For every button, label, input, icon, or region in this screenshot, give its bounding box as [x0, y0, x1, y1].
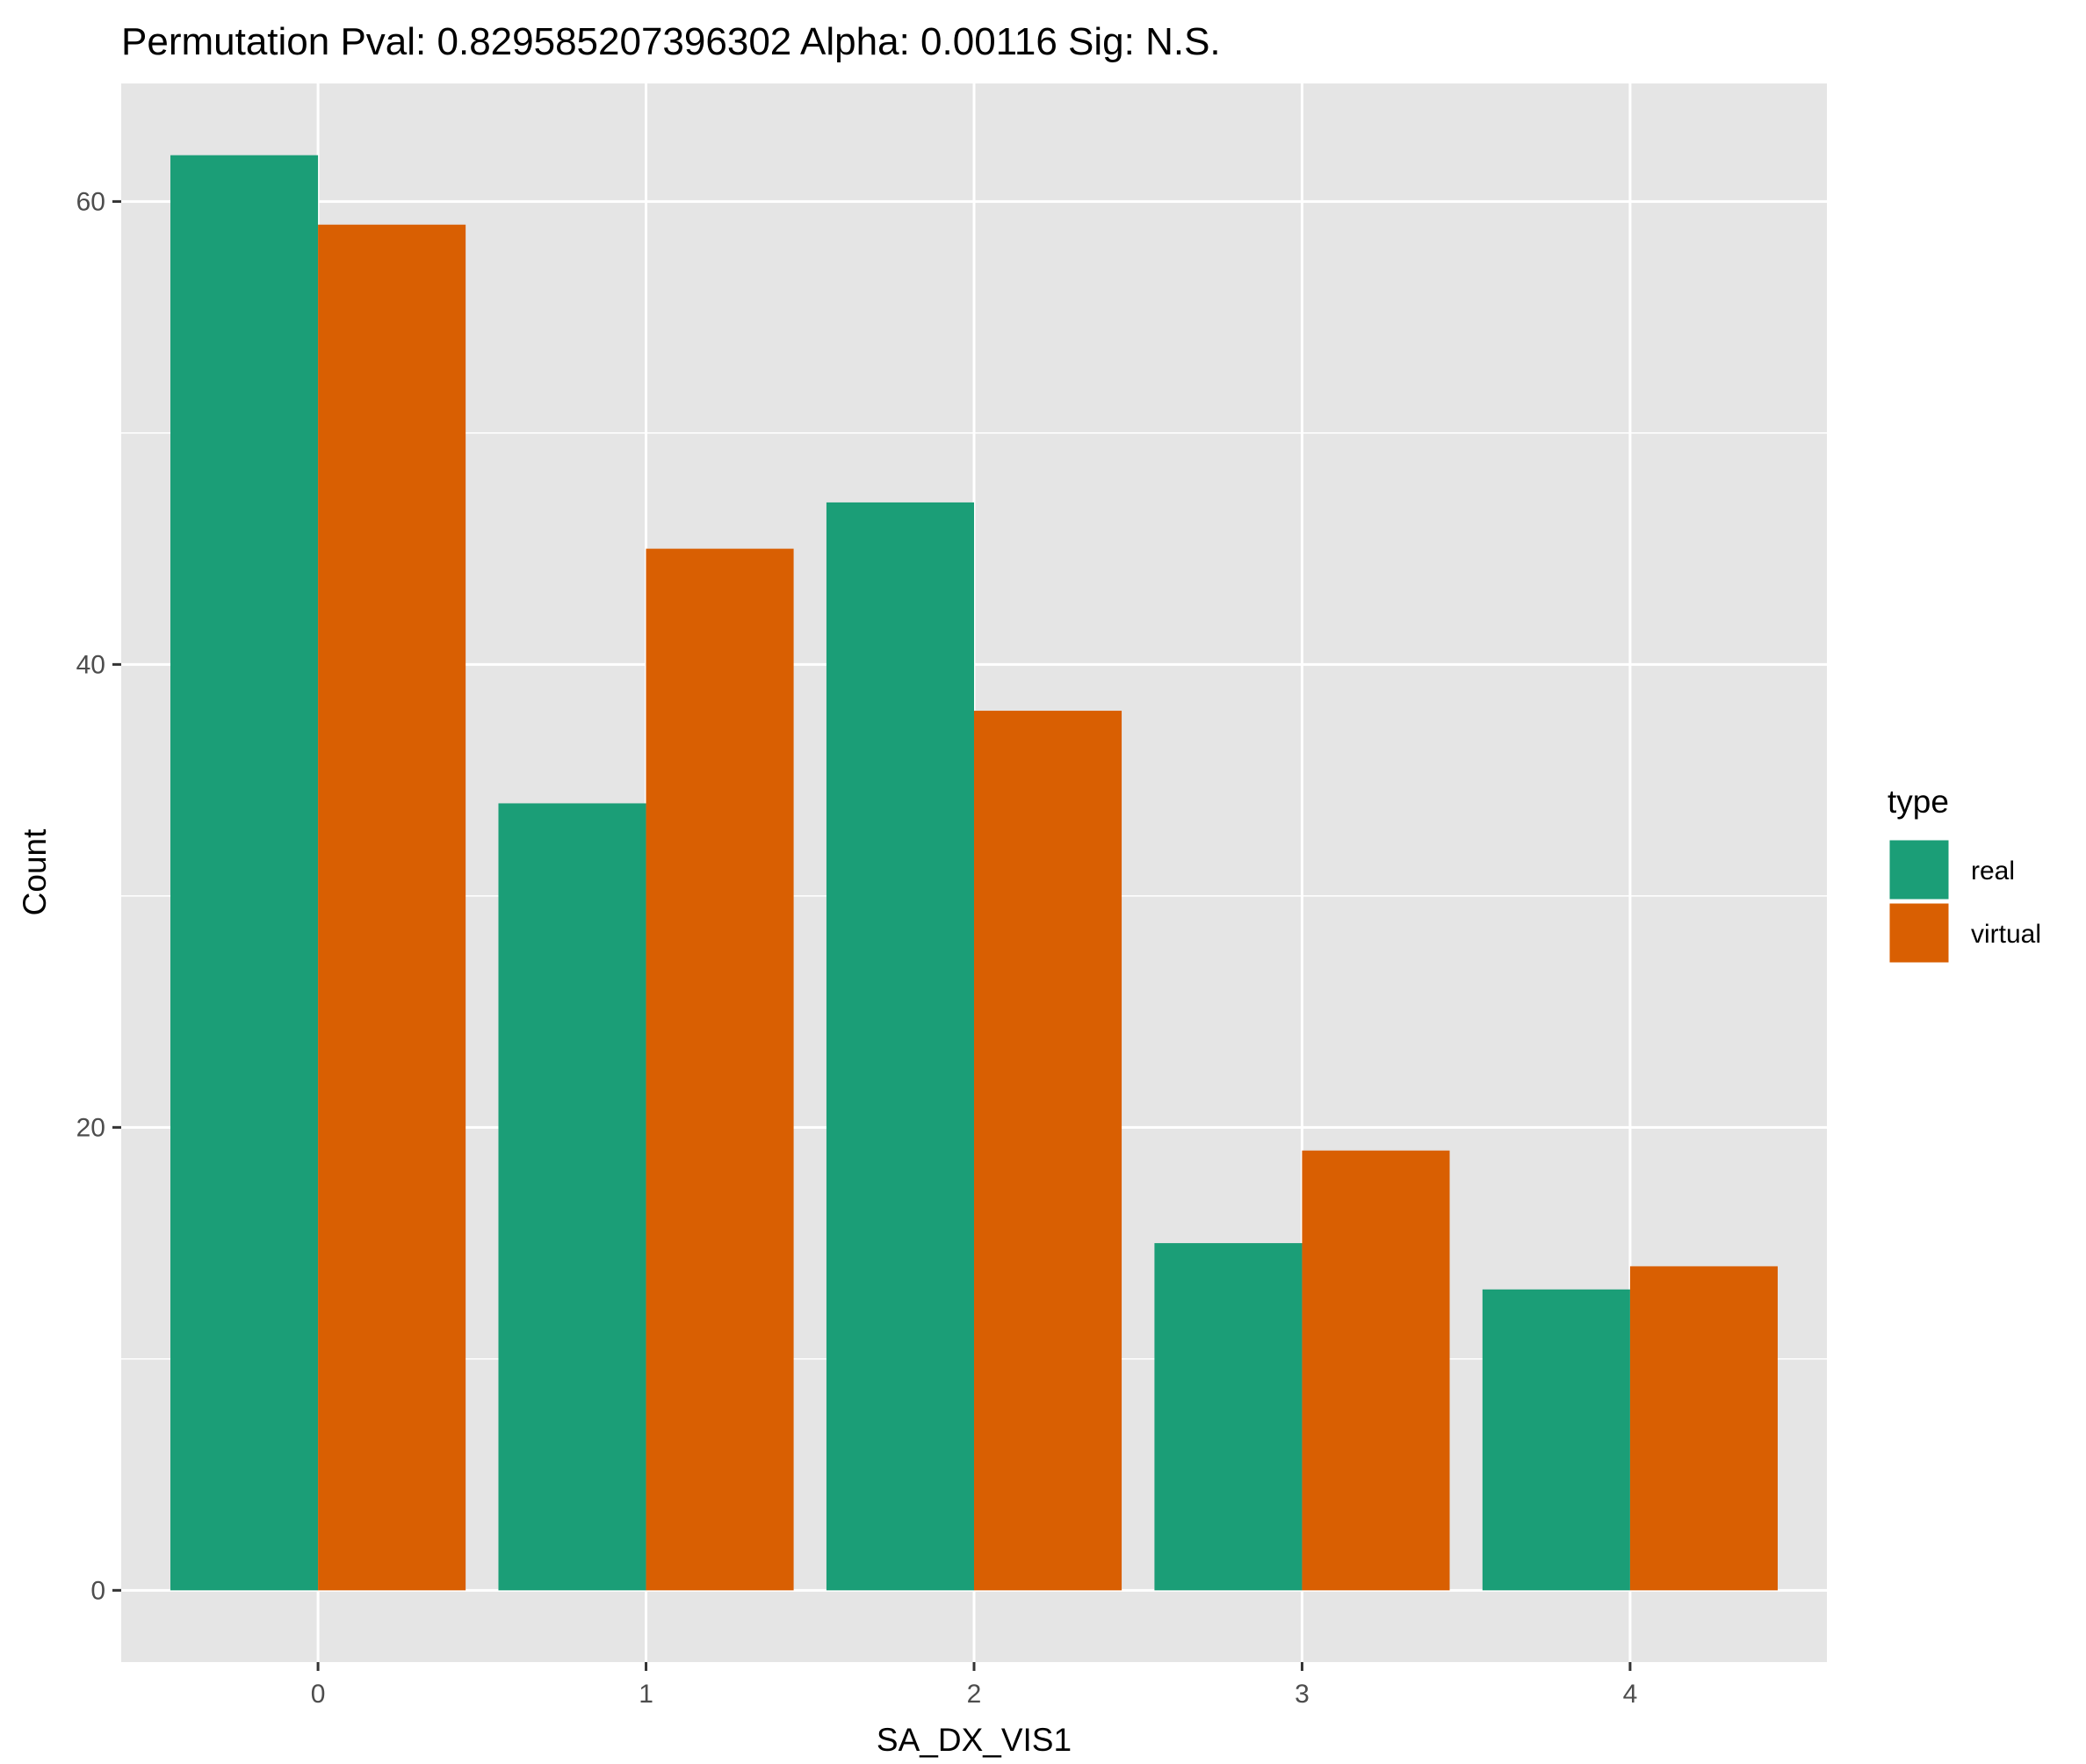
- bar-virtual-2: [974, 711, 1122, 1591]
- bars: [170, 155, 1778, 1591]
- legend-title: type: [1888, 784, 1949, 820]
- x-tick-label: 1: [639, 1680, 653, 1709]
- x-axis: 0 1 2 3 4: [311, 1662, 1638, 1709]
- bar-real-1: [498, 803, 646, 1591]
- bar-real-0: [170, 155, 319, 1591]
- x-tick-label: 2: [967, 1680, 982, 1709]
- legend-key-real: [1887, 837, 1952, 902]
- x-axis-title: SA_DX_VIS1: [877, 1722, 1072, 1758]
- legend-key-virtual: [1887, 900, 1952, 965]
- bar-real-4: [1482, 1289, 1630, 1591]
- x-tick-label: 4: [1623, 1680, 1638, 1709]
- y-axis-title: Count: [17, 828, 53, 915]
- bar-virtual-0: [318, 224, 466, 1591]
- bar-real-3: [1154, 1243, 1303, 1591]
- chart-title: Permutation Pval: 0.829585207396302 Alph…: [121, 20, 1221, 63]
- x-tick-label: 3: [1295, 1680, 1310, 1709]
- y-tick-label: 60: [76, 187, 105, 216]
- legend: type real virtual: [1887, 784, 2041, 965]
- legend-label-virtual: virtual: [1971, 920, 2041, 949]
- bar-real-2: [826, 502, 974, 1591]
- bar-virtual-4: [1629, 1266, 1778, 1591]
- y-tick-label: 20: [76, 1113, 105, 1142]
- legend-label-real: real: [1971, 857, 2015, 886]
- bar-virtual-3: [1302, 1150, 1450, 1591]
- bar-virtual-1: [646, 548, 794, 1591]
- y-tick-label: 40: [76, 650, 105, 679]
- x-tick-label: 0: [311, 1680, 326, 1709]
- y-axis: 0 20 40 60: [76, 187, 121, 1605]
- y-tick-label: 0: [90, 1576, 105, 1605]
